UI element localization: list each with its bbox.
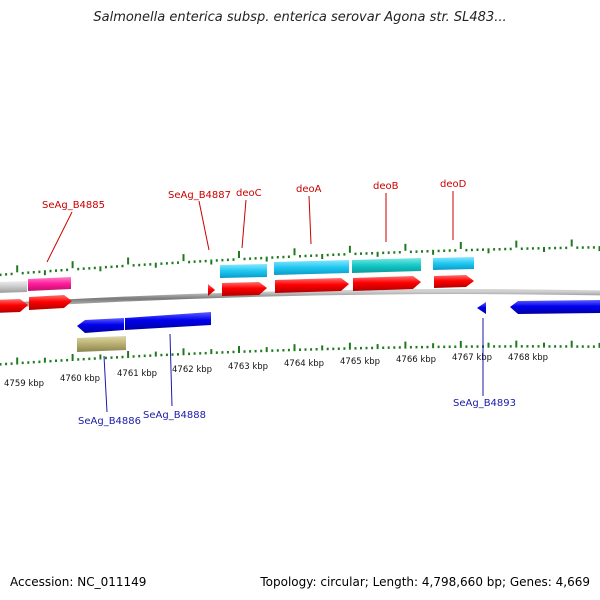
tick-label: 4765 kbp	[340, 357, 380, 367]
lower-tick-track	[0, 340, 600, 366]
cds-forward[interactable]	[29, 295, 72, 310]
cds-reverse[interactable]	[77, 318, 124, 333]
genome-summary-text: Topology: circular; Length: 4,798,660 bp…	[260, 575, 590, 589]
tick-label: 4759 kbp	[4, 379, 44, 389]
gene-feature-gray[interactable]	[0, 281, 27, 293]
label-leader	[241, 199, 247, 249]
tick-label: 4761 kbp	[117, 369, 157, 379]
label-leader	[46, 211, 73, 263]
gene-label[interactable]: deoD	[440, 179, 467, 190]
gene-feature-lightblue[interactable]	[220, 264, 267, 278]
label-leader	[103, 355, 108, 413]
gene-label[interactable]: deoC	[236, 188, 262, 199]
label-leader	[308, 195, 312, 245]
cds-forward[interactable]	[222, 282, 267, 296]
label-leader	[169, 333, 173, 407]
lower-gene-track	[77, 336, 126, 352]
genome-backbone	[0, 289, 600, 309]
reverse-cds-track	[77, 300, 600, 333]
gene-label[interactable]: SeAg_B4887	[168, 190, 231, 201]
gene-label[interactable]: deoA	[296, 184, 322, 195]
gene-feature-pink[interactable]	[28, 277, 71, 291]
tick-label: 4762 kbp	[172, 365, 212, 375]
gene-feature-teal[interactable]	[352, 258, 421, 273]
gene-label[interactable]: SeAg_B4885	[42, 200, 105, 211]
cds-forward[interactable]	[434, 275, 474, 288]
gene-feature-lightblue[interactable]	[274, 260, 349, 275]
cds-reverse[interactable]	[125, 312, 211, 330]
gene-feature-olive[interactable]	[77, 336, 126, 352]
gene-label[interactable]: SeAg_B4888	[143, 410, 206, 421]
cds-forward[interactable]	[275, 278, 349, 293]
tick-label: 4766 kbp	[396, 355, 436, 365]
cds-reverse[interactable]	[477, 302, 486, 314]
upper-tick-track	[0, 239, 600, 277]
tick-label: 4760 kbp	[60, 374, 100, 384]
tick-label: 4763 kbp	[228, 362, 268, 372]
tick-label: 4764 kbp	[284, 359, 324, 369]
tick-label: 4768 kbp	[508, 353, 548, 363]
map-title: Salmonella enterica subsp. enterica sero…	[93, 10, 507, 25]
gene-feature-lightblue[interactable]	[433, 257, 474, 270]
cds-forward[interactable]	[208, 284, 215, 296]
upper-gene-track	[0, 257, 474, 293]
gene-label[interactable]: SeAg_B4886	[78, 416, 141, 427]
tick-labels: 4759 kbp 4760 kbp 4761 kbp 4762 kbp 4763…	[4, 353, 548, 389]
upper-gene-labels: SeAg_B4885 SeAg_B4887 deoC deoA deoB deo…	[42, 179, 467, 263]
label-leader	[198, 200, 210, 251]
lower-gene-labels: SeAg_B4886 SeAg_B4888 SeAg_B4893	[78, 318, 516, 427]
gene-label[interactable]: deoB	[373, 181, 399, 192]
gene-label[interactable]: SeAg_B4893	[453, 398, 516, 409]
cds-reverse[interactable]	[510, 300, 600, 314]
forward-cds-track	[0, 275, 474, 313]
tick-label: 4767 kbp	[452, 353, 492, 363]
accession-text: Accession: NC_011149	[10, 575, 147, 589]
cds-forward[interactable]	[0, 299, 28, 313]
cds-forward[interactable]	[353, 276, 421, 291]
